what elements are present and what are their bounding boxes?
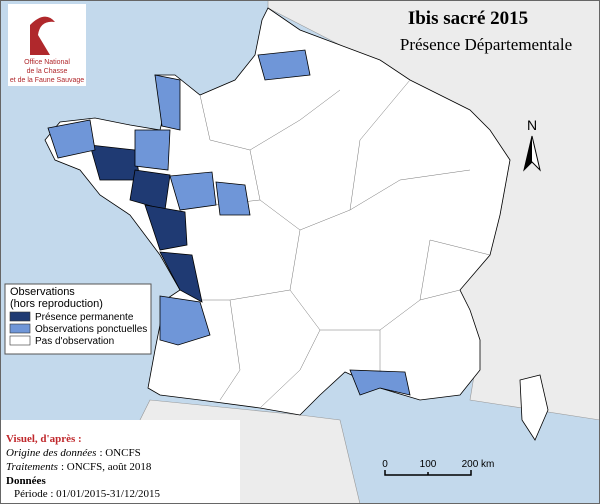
legend-title: Observations	[10, 286, 75, 298]
department	[144, 204, 188, 251]
logo-icon	[30, 16, 55, 55]
credits-label: Traitements	[6, 461, 58, 473]
legend: Observations (hors reproduction) Présenc…	[4, 283, 152, 355]
title: Ibis sacré 2015	[408, 8, 528, 29]
department	[215, 181, 251, 216]
north-label: N	[527, 117, 537, 133]
department	[159, 251, 203, 303]
logo-text: de la Chasse	[27, 68, 68, 75]
legend-label: Présence permanente	[35, 312, 134, 323]
data-heading: Données	[6, 475, 46, 487]
subtitle: Présence Départementale	[400, 35, 572, 54]
scale-line	[384, 470, 472, 476]
corsica	[519, 374, 549, 441]
department	[349, 369, 411, 396]
credits-label: Origine des données	[6, 447, 96, 459]
logo-text: Office National	[24, 59, 70, 66]
legend-swatch	[9, 311, 31, 322]
permanent-departments	[89, 144, 203, 303]
legend-title: (hors reproduction)	[10, 298, 103, 310]
legend-swatch	[9, 323, 31, 334]
credits-line: Origine des données: ONCFS	[6, 447, 141, 459]
department	[134, 129, 171, 171]
credits-text: : ONCFS	[99, 447, 140, 459]
legend-label: Observations ponctuelles	[35, 324, 147, 335]
department	[159, 295, 211, 346]
department	[257, 49, 311, 81]
period: Période : 01/01/2015-31/12/2015	[14, 488, 161, 500]
credits-line: Traitements: ONCFS, août 2018	[6, 461, 152, 473]
credits-text: : ONCFS, août 2018	[61, 461, 152, 473]
occasional-departments	[47, 49, 411, 396]
north-arrow-half	[524, 136, 532, 170]
scale-label: 100	[420, 459, 437, 470]
logo-text: et de la Faune Sauvage	[10, 77, 84, 84]
scale-bar: 0 100 200 km	[382, 459, 495, 476]
legend-label: Pas d'observation	[35, 336, 114, 347]
legend-swatch	[9, 335, 31, 346]
department	[169, 171, 217, 211]
scale-label: 200 km	[462, 459, 495, 470]
credits-box	[0, 420, 240, 504]
department	[154, 74, 181, 131]
credits-heading: Visuel, d'après :	[6, 433, 82, 445]
department	[47, 119, 96, 159]
scale-label: 0	[382, 459, 388, 470]
